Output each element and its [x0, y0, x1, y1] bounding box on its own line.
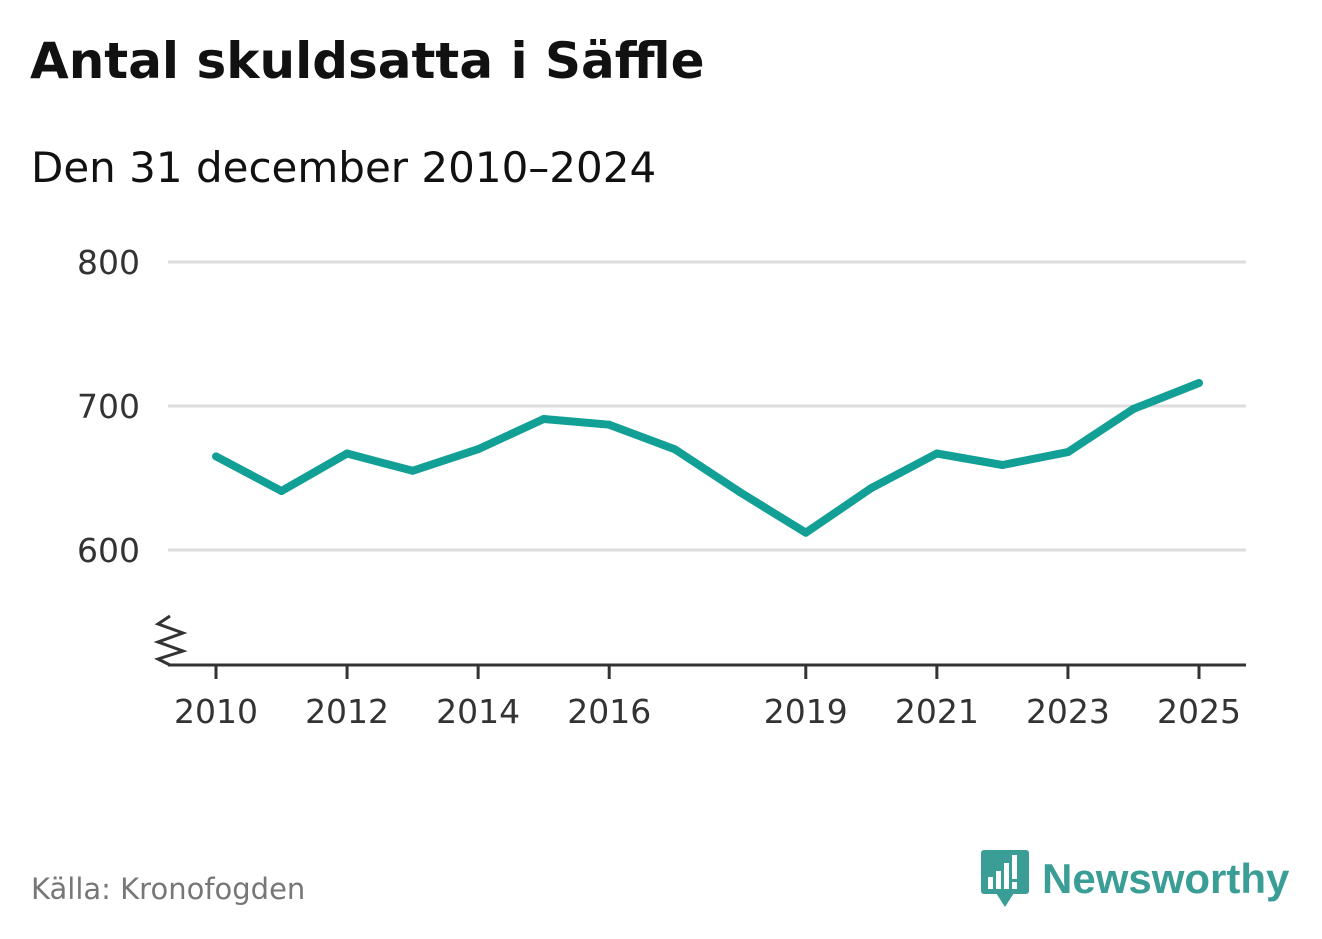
data-point [1063, 448, 1072, 457]
data-point [670, 445, 679, 454]
data-point [343, 449, 352, 458]
bar-chart-speech-bubble-icon [981, 850, 1029, 907]
y-tick-label: 600 [77, 531, 140, 570]
data-point [1129, 404, 1138, 413]
grid-lines [168, 260, 1246, 552]
x-tick-label: 2014 [436, 692, 520, 731]
data-point [998, 461, 1007, 469]
data-point [212, 452, 220, 461]
x-tick-label: 2016 [567, 692, 651, 731]
data-point [867, 484, 876, 493]
chart-title: Antal skuldsatta i Säffle [30, 32, 705, 90]
y-tick-label: 800 [77, 243, 140, 282]
data-point [736, 488, 745, 497]
x-tick-label: 2012 [305, 692, 389, 731]
x-tick-label: 2010 [174, 692, 258, 731]
data-point [539, 415, 548, 423]
series-line [214, 379, 1201, 537]
x-tick-label: 2021 [895, 692, 979, 731]
x-axis-tick-labels: 2010 2012 2014 2016 2019 2021 2023 2025 [174, 692, 1241, 731]
data-point [408, 466, 417, 475]
data-point [277, 487, 286, 495]
data-point [605, 420, 614, 429]
data-point [801, 528, 810, 537]
y-tick-label: 700 [77, 387, 140, 426]
data-point [932, 449, 941, 458]
data-point [474, 445, 483, 454]
axis-break-marker [153, 614, 188, 667]
x-tick-label: 2025 [1157, 692, 1241, 731]
source-note: Källa: Kronofogden [31, 872, 306, 906]
brand-name: Newsworthy [1042, 855, 1290, 902]
x-axis [153, 614, 1246, 679]
x-tick-label: 2019 [764, 692, 848, 731]
y-axis-tick-labels: 600 700 800 [77, 243, 140, 570]
x-tick-label: 2023 [1026, 692, 1110, 731]
chart-subtitle: Den 31 december 2010–2024 [31, 143, 657, 192]
data-point [1195, 379, 1203, 387]
series-group [212, 379, 1203, 537]
brand-logo: Newsworthy [980, 848, 1289, 910]
